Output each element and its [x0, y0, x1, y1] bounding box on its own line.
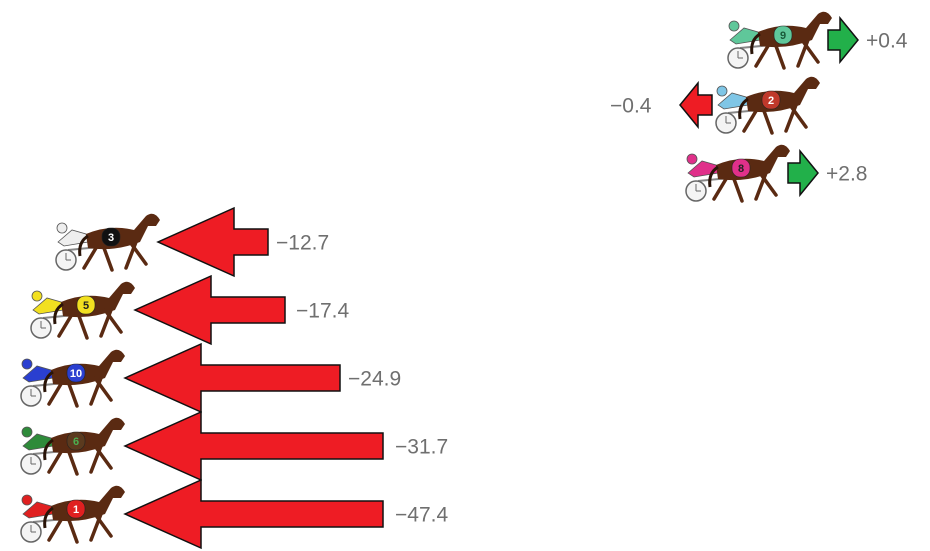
- horse-leg: [712, 177, 728, 201]
- horse-leg: [800, 38, 820, 64]
- horse-number: 3: [108, 232, 114, 244]
- horse-body: [51, 417, 125, 454]
- change-arrow: [679, 80, 713, 130]
- saddle-cloth: [76, 295, 96, 315]
- horse-leg: [796, 38, 810, 68]
- horse-body: [758, 11, 832, 48]
- horse-leg: [788, 103, 808, 129]
- horse-leg: [67, 382, 79, 408]
- driver-helmet: [21, 358, 33, 370]
- change-arrow: [133, 274, 286, 346]
- change-arrow: [123, 342, 341, 414]
- horse-leg: [57, 314, 73, 338]
- horse-leg: [784, 103, 798, 133]
- horse-row: 3 −12.7: [55, 206, 329, 278]
- horse-tail: [43, 506, 54, 529]
- driver-helmet: [56, 222, 68, 234]
- horse-number: 9: [780, 30, 786, 42]
- horse-number: 1: [73, 504, 79, 516]
- saddle-cloth: [66, 363, 86, 383]
- horse-leg: [128, 240, 148, 266]
- horse-leg: [754, 171, 768, 201]
- horse-row: 6 −31.7: [20, 410, 448, 482]
- driver-helmet: [31, 290, 43, 302]
- change-label: +2.8: [826, 163, 867, 186]
- horse-tail: [43, 370, 54, 393]
- change-label: −0.4: [610, 95, 652, 118]
- horse-leg: [124, 240, 138, 270]
- horse-leg: [47, 382, 63, 406]
- horse-leg: [93, 376, 113, 402]
- horse-row: 8 +2.8: [685, 144, 867, 203]
- horse-row: 9 +0.4: [727, 11, 908, 70]
- horse-leg: [89, 376, 103, 406]
- saddle-cloth: [731, 158, 751, 178]
- horse-leg: [758, 171, 778, 197]
- horse-leg: [762, 109, 774, 135]
- horse-number: 10: [70, 368, 82, 380]
- horse-leg: [732, 177, 744, 203]
- horse-row: 2 −0.4: [610, 76, 820, 135]
- horse-tail: [750, 32, 761, 55]
- driver-helmet: [21, 494, 33, 506]
- horse-leg: [82, 246, 98, 270]
- horse-leg: [67, 450, 79, 476]
- saddle-cloth: [761, 90, 781, 110]
- horse-leg: [47, 518, 63, 542]
- change-arrow: [787, 148, 819, 198]
- horse-leg: [93, 444, 113, 470]
- driver-helmet: [728, 20, 740, 32]
- horse-tail: [43, 438, 54, 461]
- change-arrow: [123, 410, 384, 482]
- horse-row: 1 −47.4: [20, 478, 448, 550]
- change-label: −31.7: [395, 436, 448, 459]
- horse-leg: [774, 44, 786, 70]
- horse-leg: [99, 308, 113, 338]
- change-label: −24.9: [348, 368, 401, 391]
- horse-leg: [47, 450, 63, 474]
- horse-row: 5 −17.4: [30, 274, 349, 346]
- change-label: −12.7: [276, 232, 329, 255]
- horse-body: [716, 144, 790, 181]
- horse-body: [86, 213, 160, 250]
- change-label: −47.4: [395, 504, 448, 527]
- horse-leg: [742, 109, 758, 133]
- change-arrow: [123, 478, 384, 550]
- horse-tail: [53, 302, 64, 325]
- horse-leg: [77, 314, 89, 340]
- horse-leg: [103, 308, 123, 334]
- driver-helmet: [686, 153, 698, 165]
- change-arrow: [156, 206, 269, 278]
- horse-tail: [738, 97, 749, 120]
- horse-leg: [93, 512, 113, 538]
- horse-tail: [78, 234, 89, 257]
- horse-body: [51, 349, 125, 386]
- saddle-cloth: [66, 431, 86, 451]
- change-arrow: [827, 15, 859, 65]
- horse-number: 6: [73, 436, 79, 448]
- horse-leg: [89, 512, 103, 542]
- horse-tail: [708, 165, 719, 188]
- change-label: +0.4: [866, 30, 908, 53]
- horse-row: 10 −24.9: [20, 342, 401, 414]
- saddle-cloth: [773, 25, 793, 45]
- change-label: −17.4: [296, 300, 349, 323]
- horse-number: 8: [738, 163, 744, 175]
- driver-helmet: [716, 85, 728, 97]
- horse-leg: [89, 444, 103, 474]
- horse-number: 2: [768, 95, 774, 107]
- horse-leg: [754, 44, 770, 68]
- horse-leg: [67, 518, 79, 544]
- horse-body: [746, 76, 820, 113]
- saddle-cloth: [66, 499, 86, 519]
- horse-body: [51, 485, 125, 522]
- horse-number: 5: [83, 300, 89, 312]
- horse-leg: [102, 246, 114, 272]
- driver-helmet: [21, 426, 33, 438]
- horse-body: [61, 281, 135, 318]
- saddle-cloth: [101, 227, 121, 247]
